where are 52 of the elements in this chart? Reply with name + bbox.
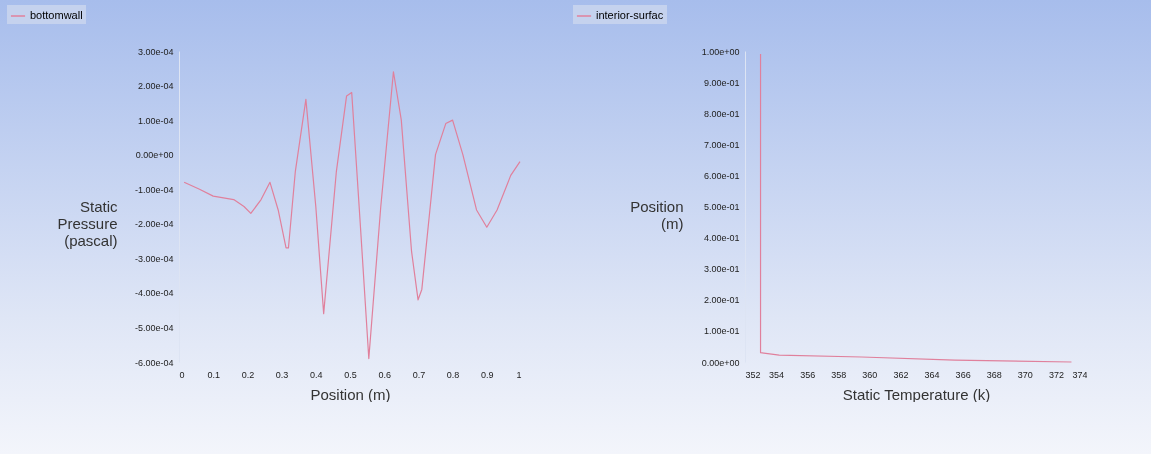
y-tick-label: 8.00e-01 bbox=[703, 108, 740, 119]
x-tick-label: 366 bbox=[955, 369, 971, 380]
y-tick-label: -5.00e-04 bbox=[134, 322, 174, 333]
y-tick-label: 7.00e-01 bbox=[703, 139, 740, 150]
x-tick-label: 374 bbox=[1072, 369, 1088, 380]
y-tick-label: 9.00e-01 bbox=[703, 77, 740, 88]
y-tick-label: 1.00e-01 bbox=[703, 326, 740, 337]
x-tick-label: 368 bbox=[986, 369, 1002, 380]
x-tick-label: 0.7 bbox=[412, 369, 426, 380]
x-axis-title: Static Temperature (k) bbox=[842, 385, 991, 403]
line-series bbox=[183, 71, 521, 360]
y-tick-label: -2.00e-04 bbox=[134, 219, 174, 230]
y-tick-label: 4.00e-01 bbox=[703, 233, 740, 244]
x-tick-label: 0.4 bbox=[310, 369, 323, 380]
x-tick-label: 0.2 bbox=[241, 369, 255, 380]
x-tick-label: 0.8 bbox=[446, 369, 460, 380]
x-tick-label: 0.5 bbox=[344, 369, 357, 380]
x-tick-label: 0.3 bbox=[275, 369, 289, 380]
legend-label: interior-surfac bbox=[596, 9, 664, 21]
y-tick-label: 2.00e-01 bbox=[703, 295, 740, 306]
x-tick-label: 364 bbox=[924, 369, 940, 380]
x-tick-label: 352 bbox=[745, 369, 761, 380]
x-tick-label: 0 bbox=[179, 369, 185, 380]
y-tick-label: 6.00e-01 bbox=[703, 170, 740, 181]
line-series bbox=[759, 53, 1073, 363]
x-tick-label: 360 bbox=[862, 369, 878, 380]
x-tick-label: 0.1 bbox=[207, 369, 220, 380]
x-tick-label: 356 bbox=[800, 369, 816, 380]
x-tick-label: 1 bbox=[516, 369, 522, 380]
x-axis-title: Position (m) bbox=[310, 385, 391, 403]
y-tick-label: -4.00e-04 bbox=[134, 288, 174, 299]
y-tick-label: -1.00e-04 bbox=[134, 184, 174, 195]
y-tick-label: 5.00e-01 bbox=[703, 202, 740, 212]
x-tick-label: 354 bbox=[769, 369, 785, 380]
y-tick-label: -6.00e-04 bbox=[134, 357, 174, 368]
y-tick-label: 0.00e+00 bbox=[135, 150, 174, 161]
y-tick-label: 2.00e-04 bbox=[137, 81, 174, 92]
y-tick-label: 0.00e+00 bbox=[701, 357, 740, 368]
x-tick-label: 370 bbox=[1017, 369, 1033, 380]
x-tick-label: 362 bbox=[893, 369, 909, 380]
y-tick-label: 1.00e-04 bbox=[137, 115, 174, 126]
y-tick-label: 3.00e-04 bbox=[137, 46, 174, 57]
y-tick-label: 1.00e+00 bbox=[701, 46, 740, 57]
y-axis-title: Static Pressure (pascal) bbox=[57, 197, 118, 249]
x-tick-label: 358 bbox=[831, 369, 847, 380]
legend-label: bottomwall bbox=[30, 9, 83, 21]
y-axis-title: Position (m) bbox=[630, 197, 684, 232]
x-tick-label: 0.9 bbox=[481, 369, 494, 380]
x-tick-label: 0.6 bbox=[378, 369, 391, 380]
y-tick-label: 3.00e-01 bbox=[703, 264, 740, 275]
y-tick-label: -3.00e-04 bbox=[134, 253, 174, 264]
x-tick-label: 372 bbox=[1048, 369, 1064, 380]
